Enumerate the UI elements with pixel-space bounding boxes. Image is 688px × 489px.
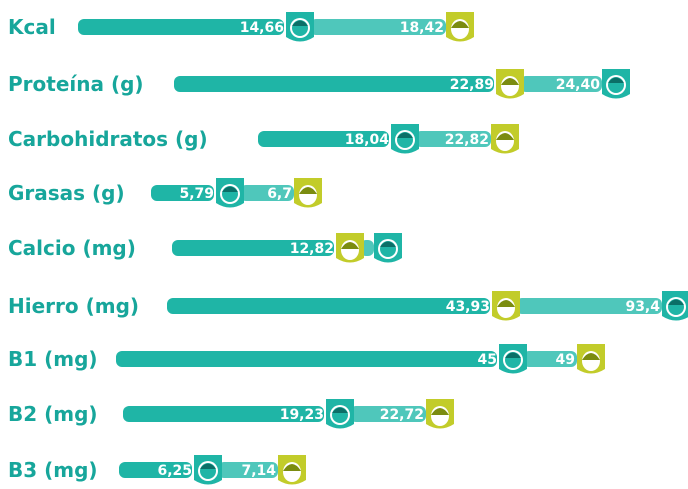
value-label-3-first: 5,79 xyxy=(179,186,214,202)
bar-1-first xyxy=(174,76,494,92)
bar-0-second xyxy=(310,19,446,35)
value-label-2-first: 18,04 xyxy=(345,132,390,148)
badge-0-first-male-icon xyxy=(286,12,314,42)
value-label-7-second: 22,72 xyxy=(380,407,424,423)
value-label-0-second: 18,42 xyxy=(400,20,444,36)
category-label-b2: B2 (mg) xyxy=(8,402,98,426)
value-label-2-second: 22,82 xyxy=(445,132,489,148)
bar-3-second xyxy=(240,185,294,201)
category-label-grasas: Grasas (g) xyxy=(8,181,125,205)
bar-2-first xyxy=(258,131,389,147)
badge-5-first-female-icon xyxy=(492,291,520,321)
badge-6-second-female-icon xyxy=(577,344,605,374)
bar-8-second xyxy=(218,462,278,478)
value-label-0-first: 14,66 xyxy=(240,20,284,36)
category-label-calcio: Calcio (mg) xyxy=(8,236,136,260)
category-label-proteina: Proteína (g) xyxy=(8,72,144,96)
badge-8-first-male-icon xyxy=(194,455,222,485)
value-label-8-first: 6,25 xyxy=(157,463,192,479)
badge-4-second-male-icon xyxy=(374,233,402,263)
badge-3-first-male-icon xyxy=(216,178,244,208)
value-label-4-first: 12,82 xyxy=(290,241,334,257)
badge-8-second-female-icon xyxy=(278,455,306,485)
value-label-1-second: 24,40 xyxy=(556,77,601,93)
badge-5-second-male-icon xyxy=(662,291,688,321)
value-label-1-first: 22,89 xyxy=(450,77,494,93)
category-label-carbohidratos: Carbohidratos (g) xyxy=(8,127,208,151)
bar-5-second xyxy=(516,298,662,314)
badge-1-first-female-icon xyxy=(496,69,524,99)
category-label-b3: B3 (mg) xyxy=(8,458,98,482)
badge-1-second-male-icon xyxy=(602,69,630,99)
bar-6-second xyxy=(523,351,577,367)
bar-6-first xyxy=(116,351,497,367)
bar-1-second xyxy=(520,76,602,92)
badge-7-first-male-icon xyxy=(326,399,354,429)
category-label-hierro: Hierro (mg) xyxy=(8,294,140,318)
bar-7-second xyxy=(350,406,426,422)
value-label-3-second: 6,7 xyxy=(267,186,292,202)
category-label-kcal: Kcal xyxy=(8,15,56,39)
bar-8-first xyxy=(119,462,192,478)
bar-0-first xyxy=(78,19,284,35)
value-label-5-first: 43,93 xyxy=(446,299,490,315)
badge-7-second-female-icon xyxy=(426,399,454,429)
value-label-5-second: 93,4 xyxy=(625,299,660,315)
badge-4-first-female-icon xyxy=(336,233,364,263)
badge-6-first-male-icon xyxy=(499,344,527,374)
badge-3-second-female-icon xyxy=(294,178,322,208)
badge-2-first-male-icon xyxy=(391,124,419,154)
bar-7-first xyxy=(123,406,324,422)
value-label-8-second: 7,14 xyxy=(241,463,276,479)
value-label-6-second: 49 xyxy=(556,352,575,368)
bar-4-first xyxy=(172,240,334,256)
bar-5-first xyxy=(167,298,490,314)
value-label-6-first: 45 xyxy=(478,352,497,368)
category-label-b1: B1 (mg) xyxy=(8,347,98,371)
badge-0-second-female-icon xyxy=(446,12,474,42)
bar-3-first xyxy=(151,185,214,201)
value-label-7-first: 19,23 xyxy=(280,407,324,423)
badge-2-second-female-icon xyxy=(491,124,519,154)
bar-2-second xyxy=(415,131,491,147)
